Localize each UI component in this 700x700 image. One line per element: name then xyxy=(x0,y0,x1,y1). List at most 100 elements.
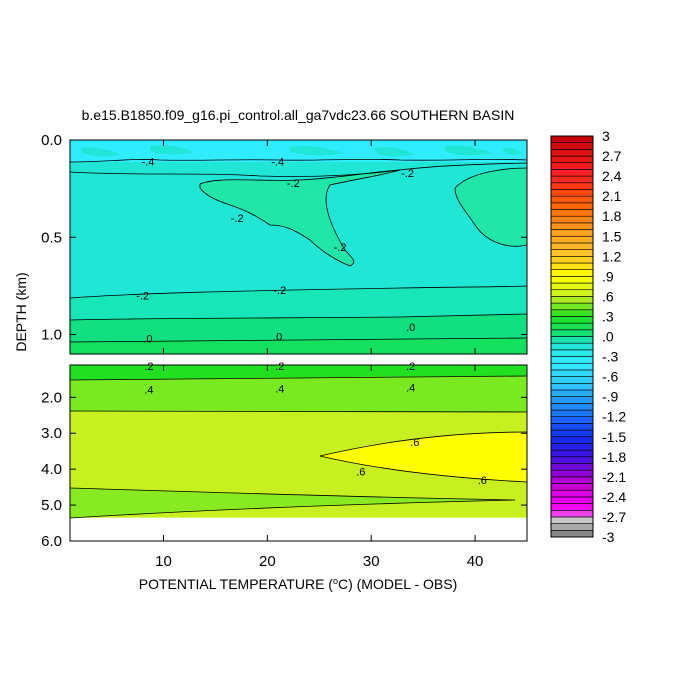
x-tick-label: 10 xyxy=(155,553,172,570)
contour-label: -.2 xyxy=(273,285,286,297)
colorbar-segment xyxy=(550,296,594,304)
contour-label: -.4 xyxy=(271,156,284,168)
upper-contour-line xyxy=(454,167,527,247)
contour-label: .4 xyxy=(406,382,415,394)
colorbar-segment xyxy=(550,362,594,371)
colorbar-segment xyxy=(550,429,594,438)
lower-panel-no-data xyxy=(70,517,527,541)
y-tick-label: 2.0 xyxy=(41,389,62,406)
colorbar-tick-label: -1.2 xyxy=(602,409,626,425)
x-axis: 10 20 30 40 xyxy=(155,140,483,570)
upper-panel-zone-weak-negative xyxy=(200,170,400,266)
y-tick-label: 1.0 xyxy=(41,327,62,344)
upper-contour-line xyxy=(70,337,527,343)
contour-label: -.2 xyxy=(231,213,244,225)
contour-label: .6 xyxy=(356,467,365,479)
colorbar-segment xyxy=(550,169,594,177)
y-tick-label: 4.0 xyxy=(41,461,62,478)
colorbar-segment xyxy=(550,469,594,478)
x-tick-label: 40 xyxy=(467,553,484,570)
colorbar-tick-label: .0 xyxy=(602,329,614,345)
colorbar-segment xyxy=(550,142,594,150)
colorbar-segment xyxy=(550,476,594,484)
colorbar-segment xyxy=(550,503,594,511)
contour-label: .6 xyxy=(478,475,487,487)
lower-contour-line xyxy=(319,431,527,483)
colorbar-segment xyxy=(550,436,594,444)
x-axis-title: POTENTIAL TEMPERATURE (oC) (MODEL - OBS) xyxy=(139,576,458,592)
colorbar-segment xyxy=(550,215,594,224)
colorbar-tick-label: -2.1 xyxy=(602,469,626,485)
colorbar-segment xyxy=(550,409,594,417)
colorbar-segment xyxy=(550,336,594,344)
colorbar-tick-label: -1.8 xyxy=(602,449,626,465)
colorbar-segment xyxy=(550,242,594,250)
upper-panel-contours xyxy=(70,158,527,343)
lower-contour-line xyxy=(70,487,516,519)
colorbar-segment xyxy=(550,443,594,451)
y-tick-label: 0.5 xyxy=(41,229,62,246)
upper-contour-line xyxy=(70,285,527,299)
colorbar-frame xyxy=(550,135,594,538)
lower-panel-zone-deep-band xyxy=(70,488,515,518)
contour-label: -.2 xyxy=(287,178,300,190)
colorbar-tick-label: 1.8 xyxy=(602,208,622,224)
colorbar-segment xyxy=(550,349,594,357)
colorbar-segment xyxy=(550,302,594,311)
colorbar-tick-label: -.9 xyxy=(602,389,619,405)
colorbar-tick-label: -3 xyxy=(602,529,615,545)
colorbar-segment xyxy=(550,489,594,498)
colorbar-segment xyxy=(550,209,594,217)
x-axis-title-degree: o xyxy=(333,576,338,586)
colorbar-tick-label: -1.5 xyxy=(602,429,626,445)
contour-label: .0 xyxy=(406,322,415,334)
x-tick-label: 20 xyxy=(259,553,276,570)
colorbar-segment xyxy=(550,530,594,538)
colorbar-segment xyxy=(550,235,594,244)
colorbar-segment xyxy=(550,423,594,431)
colorbar-segment xyxy=(550,182,594,190)
x-axis-title-prefix: POTENTIAL TEMPERATURE ( xyxy=(139,576,334,592)
lower-panel-zone-transition xyxy=(70,376,527,412)
contour-label: .2 xyxy=(144,361,153,373)
upper-contour-line xyxy=(70,313,527,321)
upper-panel-frame xyxy=(69,139,528,355)
colorbar-tick-label: -2.4 xyxy=(602,489,626,505)
colorbar-segment xyxy=(550,155,594,164)
contour-label: .0 xyxy=(273,331,282,343)
colorbar-tick-label: -.6 xyxy=(602,369,619,385)
y-tick-label: 0.0 xyxy=(41,132,62,149)
upper-contour-line xyxy=(70,158,527,163)
colorbar-segment xyxy=(550,316,594,324)
colorbar-segment xyxy=(550,369,594,377)
colorbar-segment xyxy=(550,189,594,197)
colorbar-tick-label: -.3 xyxy=(602,349,619,365)
colorbar-segment xyxy=(550,509,594,518)
colorbar-segment xyxy=(550,309,594,317)
colorbar-segment xyxy=(550,202,594,210)
colorbar-segment xyxy=(550,396,594,404)
colorbar-segment xyxy=(550,463,594,471)
colorbar-segment xyxy=(550,329,594,337)
colorbar-segment xyxy=(550,483,594,491)
colorbar-segment xyxy=(550,135,594,143)
contour-label: .4 xyxy=(275,384,284,396)
contour-label: -.2 xyxy=(401,168,414,180)
colorbar-tick-label: .3 xyxy=(602,308,614,324)
colorbar-segment xyxy=(550,376,594,384)
colorbar-tick-label: .9 xyxy=(602,268,614,284)
colorbar-segment xyxy=(550,255,594,264)
colorbar-segment xyxy=(550,356,594,364)
colorbar-segment xyxy=(550,342,594,351)
colorbar-tick-label: 3 xyxy=(602,128,610,144)
colorbar-tick-label: 2.4 xyxy=(602,168,622,184)
y-tick-label: 5.0 xyxy=(41,497,62,514)
lower-panel-frame xyxy=(69,364,528,542)
upper-panel-zone-weak-negative-east xyxy=(455,168,527,247)
upper-contour-line xyxy=(70,162,527,177)
colorbar-segment xyxy=(550,523,594,531)
contour-label: .4 xyxy=(144,384,153,396)
colorbar-segment xyxy=(550,282,594,291)
colorbar-segment xyxy=(550,322,594,331)
colorbar-tick-label: 2.1 xyxy=(602,188,622,204)
